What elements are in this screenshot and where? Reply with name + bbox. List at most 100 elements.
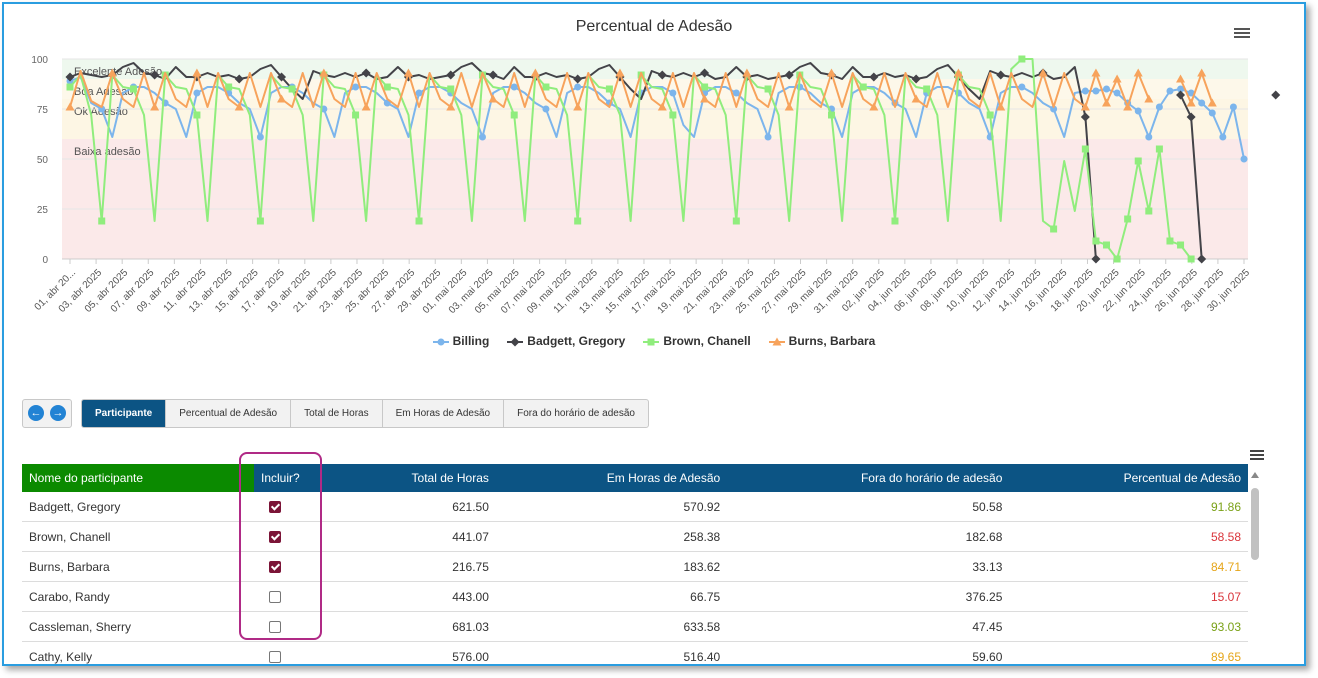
- data-point: [234, 102, 244, 111]
- data-point: [986, 111, 994, 119]
- table-row[interactable]: Cathy, Kelly 576.00 516.40 59.60 89.65: [22, 641, 1248, 664]
- data-point: [1081, 145, 1089, 153]
- data-point: [1155, 103, 1163, 111]
- data-point: [510, 83, 518, 91]
- table-row[interactable]: Badgett, Gregory 621.50 570.92 50.58 91.86: [22, 492, 1248, 522]
- data-point: [828, 111, 836, 119]
- data-point: [573, 102, 583, 111]
- include-checkbox[interactable]: [269, 591, 281, 604]
- total-hours: 576.00: [330, 641, 496, 664]
- header-include[interactable]: Incluir?: [254, 464, 330, 492]
- legend-symbol: [507, 337, 524, 347]
- data-point: [1177, 85, 1185, 93]
- data-point: [415, 89, 423, 97]
- include-checkbox[interactable]: [269, 531, 281, 544]
- include-cell: [254, 521, 330, 552]
- data-point: [1133, 68, 1143, 77]
- data-point: [234, 74, 244, 84]
- arrow-right-icon[interactable]: →: [50, 405, 66, 421]
- data-point: [1091, 254, 1101, 264]
- table-row[interactable]: Brown, Chanell 441.07 258.38 182.68 58.58: [22, 521, 1248, 552]
- participant-name: Carabo, Randy: [22, 581, 254, 612]
- data-point: [1113, 89, 1121, 97]
- data-point: [1186, 112, 1196, 122]
- header-name[interactable]: Nome do participante: [22, 464, 254, 492]
- header-in-hours[interactable]: Em Horas de Adesão: [495, 464, 728, 492]
- data-point: [923, 85, 931, 93]
- table-row[interactable]: Cassleman, Sherry 681.03 633.58 47.45 93.03: [22, 611, 1248, 642]
- participant-name: Badgett, Gregory: [22, 492, 254, 522]
- data-point: [911, 74, 921, 84]
- data-point: [1219, 133, 1227, 141]
- data-point: [277, 72, 287, 82]
- table-row[interactable]: Carabo, Randy 443.00 66.75 376.25 15.07: [22, 581, 1248, 612]
- participants-table: Nome do participante Incluir? Total de H…: [22, 464, 1248, 664]
- tab-participante[interactable]: Participante: [82, 400, 167, 427]
- data-point: [1197, 254, 1207, 264]
- data-point: [1166, 87, 1174, 95]
- data-point: [700, 94, 710, 103]
- legend-item[interactable]: Badgett, Gregory: [507, 334, 625, 348]
- data-point: [65, 102, 75, 111]
- include-checkbox[interactable]: [269, 651, 281, 664]
- data-point: [869, 72, 879, 82]
- grid-menu-icon[interactable]: [1250, 448, 1264, 462]
- include-checkbox[interactable]: [269, 501, 281, 514]
- total-hours: 443.00: [330, 581, 496, 612]
- nav-buttons: ← →: [22, 399, 72, 428]
- out-of-adherence-hours: 33.13: [727, 551, 1010, 582]
- header-out-hours[interactable]: Fora do horário de adesão: [727, 464, 1010, 492]
- data-point: [1018, 55, 1026, 63]
- legend-item[interactable]: Brown, Chanell: [643, 334, 751, 348]
- adherence-percent: 58.58: [1009, 521, 1248, 552]
- data-point: [447, 85, 455, 93]
- data-point: [361, 102, 371, 111]
- data-point: [352, 83, 360, 91]
- data-point: [129, 85, 137, 93]
- total-hours: 681.03: [330, 611, 496, 642]
- y-tick-label: 0: [42, 255, 48, 266]
- data-point: [1186, 98, 1196, 107]
- tab-percentual-de-adesao[interactable]: Percentual de Adesão: [166, 400, 292, 427]
- out-of-adherence-hours: 50.58: [727, 492, 1010, 522]
- data-point: [107, 68, 117, 77]
- in-adherence-hours: 183.62: [495, 551, 728, 582]
- table-row[interactable]: Burns, Barbara 216.75 183.62 33.13 84.71: [22, 551, 1248, 582]
- header-total[interactable]: Total de Horas: [330, 464, 496, 492]
- data-point: [193, 111, 201, 119]
- data-point: [1197, 68, 1207, 77]
- data-point: [1271, 90, 1281, 100]
- legend-item[interactable]: Burns, Barbara: [768, 334, 875, 348]
- legend-item[interactable]: Billing: [432, 334, 489, 348]
- include-cell: [254, 551, 330, 582]
- data-point: [764, 133, 772, 141]
- data-point: [891, 217, 899, 225]
- plot-band: [62, 59, 1248, 79]
- legend-symbol: [768, 337, 785, 346]
- include-checkbox[interactable]: [269, 561, 281, 574]
- tab-fora-do-horario[interactable]: Fora do horário de adesão: [517, 408, 635, 419]
- data-point: [1176, 74, 1186, 83]
- arrow-left-icon[interactable]: ←: [28, 405, 44, 421]
- tab-em-horas-de-adesao[interactable]: Em Horas de Adesão: [383, 400, 505, 427]
- scroll-thumb[interactable]: [1251, 488, 1259, 560]
- header-percent[interactable]: Percentual de Adesão: [1009, 464, 1248, 492]
- data-point: [1050, 225, 1058, 233]
- chart-title: Percentual de Adesão: [575, 18, 733, 35]
- data-point: [1092, 237, 1100, 245]
- data-point: [1112, 74, 1122, 83]
- data-point: [1081, 87, 1089, 95]
- legend-symbol: [432, 338, 449, 346]
- scroll-up-icon[interactable]: [1251, 472, 1259, 478]
- data-point: [352, 111, 360, 119]
- chart-menu-icon[interactable]: [1234, 26, 1250, 40]
- data-point: [288, 85, 296, 93]
- in-adherence-hours: 570.92: [495, 492, 728, 522]
- adherence-percent: 91.86: [1009, 492, 1248, 522]
- out-of-adherence-hours: 376.25: [727, 581, 1010, 612]
- vertical-scrollbar[interactable]: [1250, 470, 1260, 664]
- plot-band-label: Excelente Adesão: [74, 66, 162, 78]
- include-checkbox[interactable]: [269, 621, 281, 634]
- data-point: [150, 70, 160, 80]
- tab-total-de-horas[interactable]: Total de Horas: [291, 400, 383, 427]
